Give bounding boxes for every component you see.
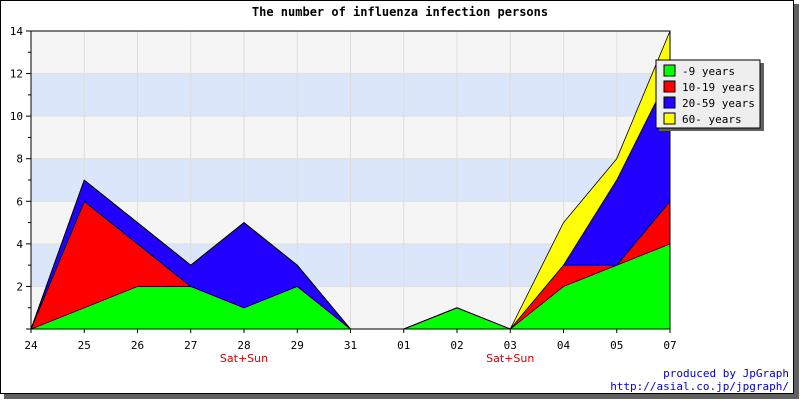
y-tick-label: 4 bbox=[16, 238, 23, 251]
x-tick-label: 07 bbox=[663, 339, 676, 352]
x-tick-label: 27 bbox=[184, 339, 197, 352]
credit-text: produced by JpGraph bbox=[663, 367, 789, 380]
x-category-note: Sat+Sun bbox=[486, 352, 534, 365]
credit-url[interactable]: http://asial.co.jp/jpgraph/ bbox=[610, 380, 789, 393]
legend-label: -9 years bbox=[682, 65, 735, 78]
x-tick-label: 04 bbox=[557, 339, 571, 352]
y-axis: 2 4 6 8 10 12 14 bbox=[10, 25, 31, 330]
legend-label: 20-59 years bbox=[682, 97, 755, 110]
legend-label: 60- years bbox=[682, 113, 742, 126]
x-tick-label: 24 bbox=[24, 339, 38, 352]
y-tick-label: 8 bbox=[16, 153, 23, 166]
legend-swatch bbox=[663, 112, 676, 125]
x-tick-label: 01 bbox=[397, 339, 410, 352]
y-tick-label: 6 bbox=[16, 195, 23, 208]
chart-title: The number of influenza infection person… bbox=[252, 5, 548, 19]
y-tick-label: 12 bbox=[10, 68, 23, 81]
legend-swatch bbox=[663, 64, 676, 77]
x-tick-label: 26 bbox=[131, 339, 144, 352]
y-tick-label: 10 bbox=[10, 110, 23, 123]
x-tick-label: 03 bbox=[504, 339, 517, 352]
x-tick-label: 02 bbox=[450, 339, 463, 352]
y-tick-label: 2 bbox=[16, 280, 23, 293]
x-category-note: Sat+Sun bbox=[220, 352, 268, 365]
x-tick-label: 25 bbox=[78, 339, 91, 352]
x-tick-label: 28 bbox=[237, 339, 250, 352]
legend-swatch bbox=[663, 96, 676, 109]
legend-label: 10-19 years bbox=[682, 81, 755, 94]
y-tick-label: 14 bbox=[10, 25, 24, 38]
x-tick-label: 29 bbox=[291, 339, 304, 352]
x-axis: 24 25 26 27 28 29 31 01 02 03 04 05 07 Sat+Sun Sat+Sun bbox=[24, 329, 677, 365]
x-tick-label: 31 bbox=[344, 339, 357, 352]
legend: -9 years 10-19 years 20-59 years 60- years bbox=[655, 59, 764, 131]
x-tick-label: 05 bbox=[610, 339, 623, 352]
legend-swatch bbox=[663, 80, 676, 93]
